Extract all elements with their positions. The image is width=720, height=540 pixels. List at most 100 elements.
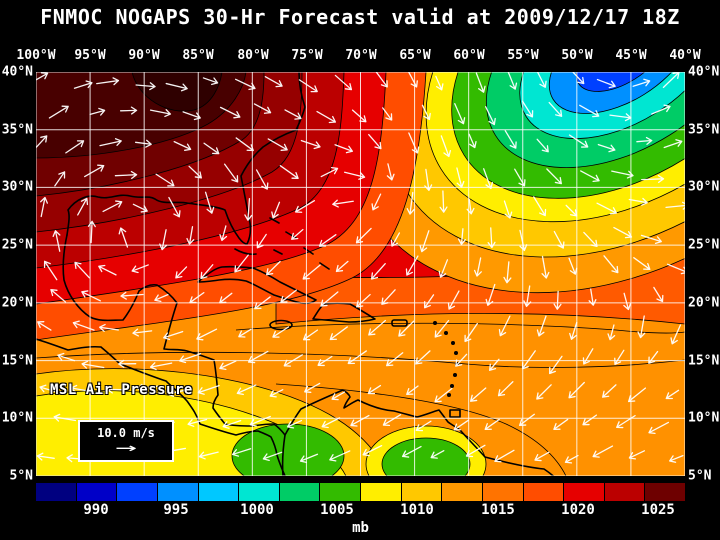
page-title: FNMOC NOGAPS 30-Hr Forecast valid at 200… — [40, 5, 680, 29]
wind-arrow — [52, 230, 61, 252]
wind-arrow — [568, 134, 589, 148]
wind-arrow — [613, 226, 633, 239]
lon-label: 55°W — [507, 48, 539, 63]
wind-arrow — [120, 106, 138, 115]
wind-arrow — [628, 197, 648, 206]
colorbar-tick: 1010 — [400, 502, 434, 518]
wind-arrow — [455, 353, 468, 367]
wind-arrow — [134, 139, 152, 148]
lat-label: 30°N — [1, 179, 33, 195]
wind-arrow — [424, 168, 433, 192]
wind-arrow — [255, 169, 269, 190]
wind-arrow — [114, 170, 138, 179]
wind-arrow — [670, 324, 682, 345]
wind-arrow — [173, 140, 192, 151]
wind-arrow — [53, 413, 77, 422]
island — [447, 393, 451, 397]
wind-arrow — [187, 418, 208, 427]
wind-arrow — [98, 264, 117, 276]
wind-arrow — [219, 225, 228, 242]
wind-arrow — [386, 352, 404, 367]
wind-arrow — [469, 387, 487, 402]
wind-arrow — [548, 101, 563, 117]
wind-arrow — [466, 198, 475, 215]
wind-arrow — [536, 315, 547, 337]
wind-arrow — [331, 391, 346, 401]
wind-arrow — [159, 229, 168, 251]
lat-label: 10°N — [688, 410, 720, 426]
wind-arrow — [464, 322, 478, 343]
wind-arrow — [249, 415, 271, 427]
wind-arrow — [334, 74, 353, 91]
colorbar-tick: 1015 — [481, 502, 515, 518]
lon-label: 65°W — [399, 48, 431, 63]
wind-arrow — [596, 202, 617, 215]
wind-arrow — [244, 197, 253, 221]
wind-arrow — [36, 72, 49, 82]
coastline — [62, 234, 286, 476]
wind-arrow — [81, 290, 101, 302]
colorbar-tick: 990 — [83, 502, 109, 518]
pressure-bands — [36, 72, 685, 476]
wind-arrow — [546, 168, 562, 185]
lat-label: 5°N — [9, 468, 33, 484]
wind-arrow — [494, 449, 515, 463]
wind-arrow — [155, 173, 175, 187]
colorbar-segment-14 — [603, 483, 645, 501]
wind-arrow — [434, 319, 450, 338]
wind-arrow — [99, 138, 122, 147]
wind-arrow — [401, 445, 422, 458]
wind-arrow — [235, 137, 254, 152]
wind-arrow — [343, 171, 366, 180]
colorbar-tick: 1020 — [561, 502, 595, 518]
wind-arrow — [320, 166, 339, 178]
wind-arrow — [607, 324, 616, 341]
wind-arrow — [390, 232, 401, 247]
lon-label: 90°W — [128, 48, 160, 63]
wind-arrow — [484, 418, 500, 431]
wind-arrow — [264, 76, 283, 88]
wind-arrow — [453, 419, 469, 431]
wind-arrow — [579, 104, 600, 118]
lon-label: 100°W — [16, 48, 56, 63]
lat-label: 35°N — [1, 122, 33, 138]
wind-arrow — [503, 261, 512, 284]
wind-arrow — [435, 75, 444, 91]
wind-arrow — [291, 228, 304, 240]
wind-arrow — [616, 414, 636, 429]
lon-label: 85°W — [182, 48, 214, 63]
wind-arrow — [202, 77, 219, 86]
coastline — [36, 338, 286, 476]
wind-arrow — [256, 233, 267, 249]
wind-arrow — [118, 227, 129, 248]
wind-arrow — [373, 72, 388, 88]
colorbar-tick: 1025 — [641, 502, 675, 518]
wind-arrow — [234, 254, 249, 273]
wind-arrow — [633, 257, 651, 270]
wind-arrow — [408, 132, 420, 154]
wind-arrow — [167, 388, 185, 397]
colorbar-segment-10 — [441, 483, 482, 501]
wind-arrow — [541, 255, 550, 279]
coastline-puerto-rico — [391, 319, 408, 327]
wind-arrow — [424, 294, 435, 309]
wind-arrow — [440, 135, 452, 158]
wind-arrow — [568, 381, 585, 399]
island — [450, 384, 454, 388]
wind-arrow — [665, 201, 685, 210]
wind-arrow — [120, 291, 144, 300]
wind-arrow — [96, 77, 120, 86]
wind-arrow — [553, 418, 569, 430]
wind-scale-legend: 10.0 m/s → — [78, 420, 174, 462]
wind-arrow — [136, 383, 160, 392]
wind-arrow — [454, 103, 466, 125]
colorbar-segment-2 — [116, 483, 157, 501]
wind-arrow — [602, 384, 617, 398]
wind-arrow — [175, 266, 188, 279]
wind-arrow — [219, 292, 233, 304]
map-layer-label: MSL Air Pressure — [50, 382, 193, 398]
lat-label: 20°N — [1, 295, 33, 311]
wind-arrow — [465, 444, 486, 458]
wind-arrow — [329, 450, 351, 462]
coastline-jamaica — [269, 319, 293, 331]
